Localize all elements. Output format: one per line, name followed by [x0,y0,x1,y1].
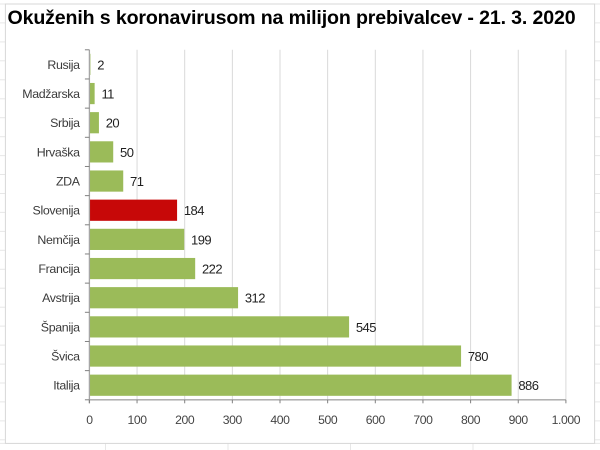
svg-text:0: 0 [86,413,93,427]
svg-text:71: 71 [130,174,144,189]
svg-text:199: 199 [191,232,211,247]
svg-text:Švica: Švica [51,348,80,363]
svg-text:ZDA: ZDA [56,174,81,188]
svg-text:312: 312 [245,291,265,306]
svg-text:545: 545 [356,320,376,335]
svg-text:300: 300 [223,413,243,427]
svg-text:Nemčija: Nemčija [37,233,80,247]
svg-text:500: 500 [318,413,338,427]
svg-text:Španija: Španija [41,319,80,334]
svg-text:Srbija: Srbija [50,116,80,130]
svg-text:Francija: Francija [38,262,80,276]
svg-text:900: 900 [509,413,529,427]
svg-text:Madžarska: Madžarska [22,87,80,101]
svg-text:1.000: 1.000 [552,413,581,427]
svg-text:Italija: Italija [53,379,80,393]
svg-text:222: 222 [202,262,222,277]
svg-text:Avstrija: Avstrija [42,291,80,305]
svg-text:700: 700 [413,413,433,427]
svg-text:20: 20 [106,116,120,131]
svg-text:600: 600 [366,413,386,427]
svg-text:Hrvaška: Hrvaška [37,145,80,159]
svg-text:Slovenija: Slovenija [33,204,81,218]
svg-text:Rusija: Rusija [47,58,80,72]
svg-text:100: 100 [127,413,147,427]
svg-text:50: 50 [120,145,134,160]
svg-text:200: 200 [175,413,195,427]
svg-text:780: 780 [468,349,488,364]
svg-text:886: 886 [518,378,538,393]
svg-text:184: 184 [184,203,204,218]
svg-text:800: 800 [461,413,481,427]
svg-text:2: 2 [97,57,104,72]
svg-text:Okuženih s koronavirusom na mi: Okuženih s koronavirusom na milijon preb… [8,7,576,29]
svg-text:400: 400 [270,413,290,427]
svg-text:11: 11 [101,87,114,102]
